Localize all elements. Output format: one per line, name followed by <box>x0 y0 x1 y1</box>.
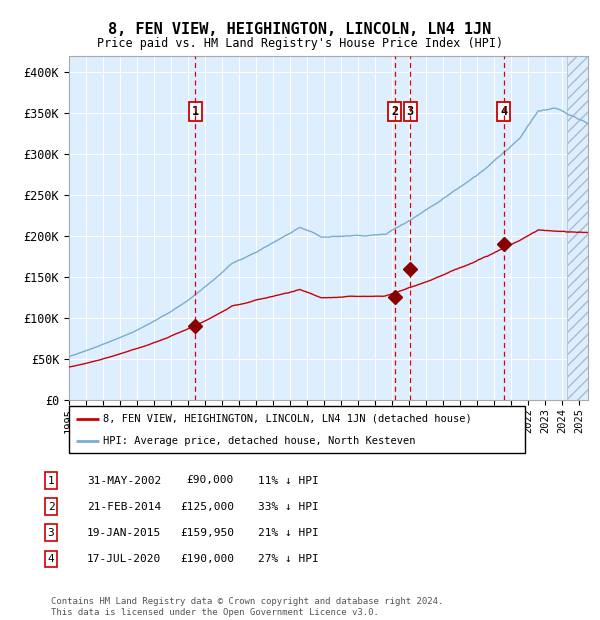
Text: 3: 3 <box>47 528 55 538</box>
Text: 8, FEN VIEW, HEIGHINGTON, LINCOLN, LN4 1JN: 8, FEN VIEW, HEIGHINGTON, LINCOLN, LN4 1… <box>109 22 491 37</box>
Text: 21% ↓ HPI: 21% ↓ HPI <box>258 528 319 538</box>
Text: 2: 2 <box>47 502 55 512</box>
Text: 4: 4 <box>500 105 507 118</box>
Text: Price paid vs. HM Land Registry's House Price Index (HPI): Price paid vs. HM Land Registry's House … <box>97 37 503 50</box>
Text: £159,950: £159,950 <box>180 528 234 538</box>
Text: 2: 2 <box>391 105 398 118</box>
Text: Contains HM Land Registry data © Crown copyright and database right 2024.
This d: Contains HM Land Registry data © Crown c… <box>51 598 443 617</box>
Text: 1: 1 <box>47 476 55 485</box>
Text: 21-FEB-2014: 21-FEB-2014 <box>87 502 161 512</box>
Text: HPI: Average price, detached house, North Kesteven: HPI: Average price, detached house, Nort… <box>103 436 416 446</box>
Text: 31-MAY-2002: 31-MAY-2002 <box>87 476 161 485</box>
Text: £190,000: £190,000 <box>180 554 234 564</box>
Text: 33% ↓ HPI: 33% ↓ HPI <box>258 502 319 512</box>
Text: 27% ↓ HPI: 27% ↓ HPI <box>258 554 319 564</box>
Text: 3: 3 <box>407 105 414 118</box>
Text: 8, FEN VIEW, HEIGHINGTON, LINCOLN, LN4 1JN (detached house): 8, FEN VIEW, HEIGHINGTON, LINCOLN, LN4 1… <box>103 414 472 423</box>
Text: 11% ↓ HPI: 11% ↓ HPI <box>258 476 319 485</box>
Text: 4: 4 <box>47 554 55 564</box>
Text: 19-JAN-2015: 19-JAN-2015 <box>87 528 161 538</box>
Bar <box>567 56 596 400</box>
Text: 17-JUL-2020: 17-JUL-2020 <box>87 554 161 564</box>
Text: 1: 1 <box>191 105 199 118</box>
Text: £90,000: £90,000 <box>187 476 234 485</box>
Text: £125,000: £125,000 <box>180 502 234 512</box>
